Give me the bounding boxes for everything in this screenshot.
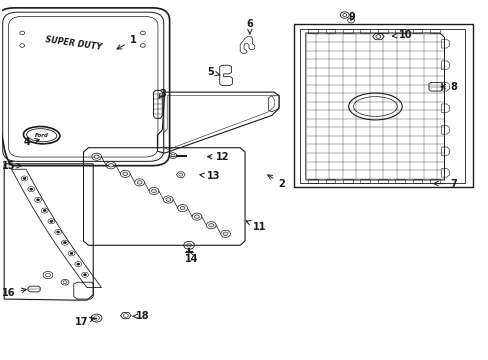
Text: 11: 11 <box>245 221 266 231</box>
Circle shape <box>194 215 199 219</box>
Circle shape <box>63 242 66 244</box>
Circle shape <box>208 224 213 227</box>
Circle shape <box>140 44 145 47</box>
Circle shape <box>151 189 156 193</box>
Text: 13: 13 <box>200 171 220 181</box>
Text: 17: 17 <box>75 317 94 327</box>
Text: 12: 12 <box>207 152 229 162</box>
Circle shape <box>94 155 99 158</box>
Text: Ford: Ford <box>35 133 48 138</box>
Text: 10: 10 <box>391 30 411 40</box>
Circle shape <box>83 274 86 276</box>
Circle shape <box>140 31 145 35</box>
Text: 8: 8 <box>440 82 457 92</box>
Circle shape <box>57 231 60 233</box>
Circle shape <box>30 188 33 190</box>
Text: 18: 18 <box>133 311 149 321</box>
Circle shape <box>137 181 142 184</box>
Text: 6: 6 <box>246 19 253 35</box>
Text: 7: 7 <box>433 179 457 189</box>
Text: 1: 1 <box>117 35 136 49</box>
Text: 16: 16 <box>2 288 26 298</box>
Circle shape <box>165 198 170 201</box>
Text: 9: 9 <box>348 12 355 22</box>
Text: 5: 5 <box>207 67 220 77</box>
Text: 15: 15 <box>2 161 21 171</box>
Text: 3: 3 <box>159 89 165 99</box>
Circle shape <box>23 177 26 180</box>
Circle shape <box>20 31 24 35</box>
Circle shape <box>50 220 53 222</box>
Circle shape <box>70 252 73 255</box>
Circle shape <box>108 163 113 167</box>
Text: SUPER DUTY: SUPER DUTY <box>45 35 102 51</box>
Circle shape <box>37 199 40 201</box>
Circle shape <box>77 263 80 265</box>
Circle shape <box>223 232 227 235</box>
Text: 14: 14 <box>184 251 198 264</box>
Circle shape <box>122 172 127 176</box>
Circle shape <box>43 210 46 212</box>
Text: 4: 4 <box>23 138 39 147</box>
Circle shape <box>20 44 24 47</box>
Circle shape <box>180 206 184 210</box>
Text: 2: 2 <box>267 175 285 189</box>
